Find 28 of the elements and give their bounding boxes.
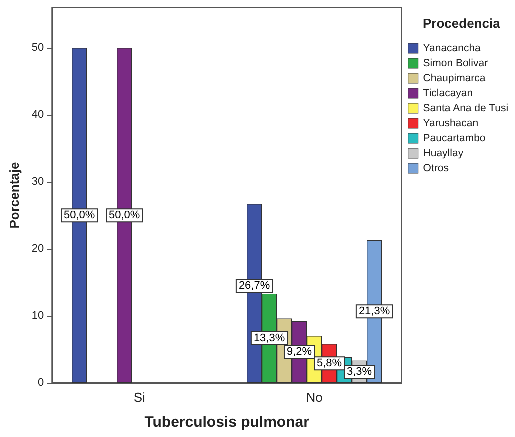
y-tick-label: 40 <box>32 109 44 122</box>
legend-label: Ticlacayan <box>423 88 474 100</box>
data-label: 9,2% <box>286 346 312 358</box>
legend-label: Santa Ana de Tusi <box>423 102 509 114</box>
y-tick-label: 50 <box>32 42 44 54</box>
y-axis-title: Porcentaje <box>7 162 22 229</box>
data-label: 21,3% <box>358 306 390 318</box>
legend-label: Yanacancha <box>423 42 482 54</box>
y-tick-label: 0 <box>38 377 44 389</box>
data-label: 26,7% <box>238 280 270 292</box>
x-tick-label: Si <box>134 390 146 405</box>
legend-label: Otros <box>423 162 449 174</box>
legend-label: Yarushacan <box>423 118 479 130</box>
x-tick-label: No <box>306 390 323 405</box>
y-tick-label: 20 <box>32 243 44 256</box>
data-label: 3,3% <box>346 366 372 378</box>
legend-label: Simon Bolivar <box>423 58 489 70</box>
legend-label: Paucartambo <box>423 132 486 144</box>
legend-label: Huayllay <box>423 148 464 160</box>
legend-title: Procedencia <box>423 16 502 31</box>
y-tick-label: 30 <box>32 176 44 188</box>
legend-label: Chaupimarca <box>423 72 486 84</box>
data-label: 50,0% <box>109 210 140 222</box>
data-label: 50,0% <box>64 210 96 222</box>
x-axis-title: Tuberculosis pulmonar <box>144 414 310 431</box>
data-label: 13,3% <box>254 332 286 344</box>
data-label: 5,8% <box>316 358 342 370</box>
y-tick-label: 10 <box>32 310 44 322</box>
